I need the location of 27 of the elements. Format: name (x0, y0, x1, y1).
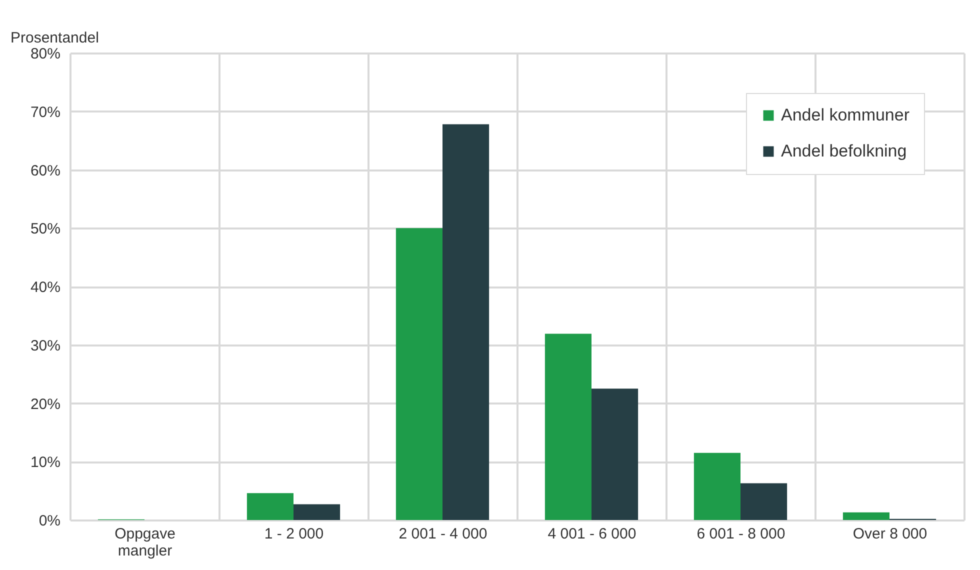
bar (694, 452, 740, 520)
bar (246, 493, 294, 520)
bar (842, 512, 890, 520)
y-tick-label: 20% (30, 396, 60, 413)
legend-label: Andel kommuner (781, 106, 910, 124)
x-tick-label: 6 001 - 8 000 (696, 526, 786, 542)
y-tick-label: 10% (30, 454, 60, 472)
y-axis-title: Prosentandel (10, 30, 99, 46)
x-tick-label: Oppgave mangler (114, 526, 176, 560)
y-tick-label: 40% (30, 279, 60, 296)
bar (592, 388, 638, 520)
x-tick-label: 4 001 - 6 000 (548, 526, 636, 542)
x-tick-label: Over 8 000 (852, 526, 928, 542)
bar (294, 504, 340, 520)
bar (442, 124, 490, 520)
y-tick-label: 70% (30, 104, 60, 121)
y-tick-label: 60% (30, 162, 60, 180)
legend-label: Andel befolkning (781, 142, 907, 160)
y-tick-label: 80% (30, 46, 60, 62)
bar (396, 228, 442, 520)
y-tick-label: 0% (38, 512, 60, 530)
x-tick-label: 1 - 2 000 (264, 526, 324, 542)
bar (740, 483, 788, 520)
bar (544, 334, 592, 520)
y-tick-label: 50% (30, 220, 60, 238)
y-tick-label: 30% (30, 337, 60, 354)
x-tick-label: 2 001 - 4 000 (398, 526, 488, 542)
